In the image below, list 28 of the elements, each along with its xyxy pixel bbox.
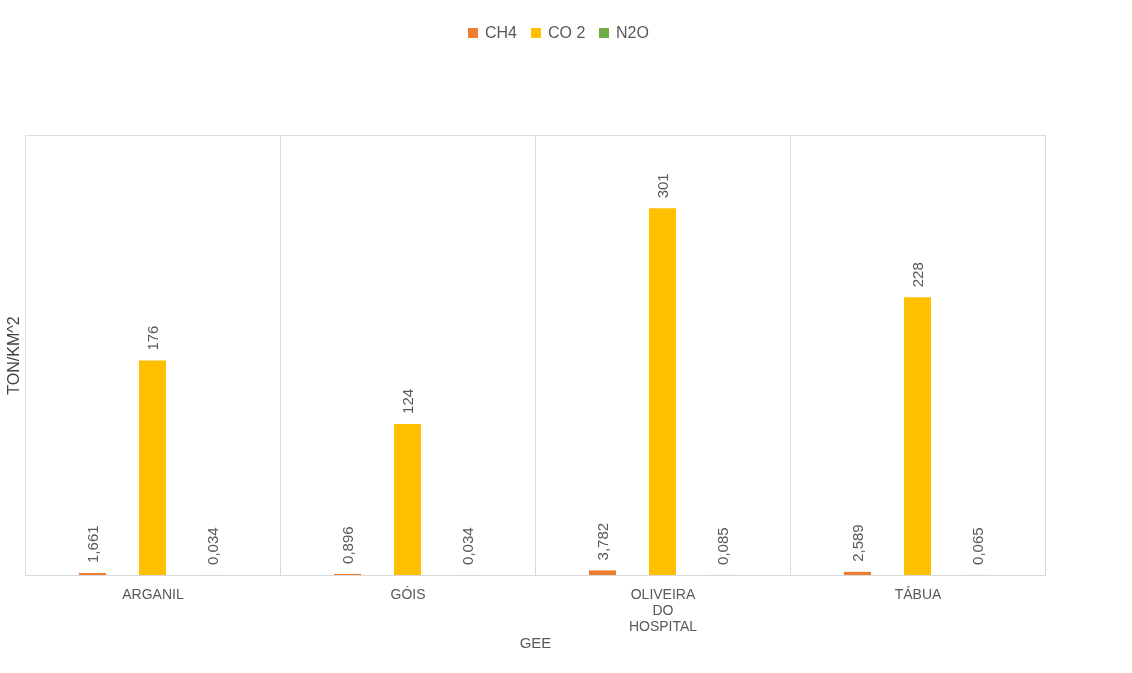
- x-tick-label: GÓIS: [390, 585, 426, 602]
- data-label: 228: [908, 262, 926, 288]
- data-label: 176: [143, 325, 161, 351]
- bar: [139, 360, 166, 575]
- x-tick-label: ARGANIL: [122, 585, 184, 602]
- bar: [904, 297, 931, 575]
- data-label: 0,034: [458, 527, 476, 565]
- data-label: 1,661: [83, 525, 101, 563]
- bar: [79, 572, 106, 575]
- bar: [649, 208, 676, 575]
- legend-label: N2O: [616, 24, 649, 41]
- x-tick-label: OLIVEIRA DO HOSPITAL: [628, 585, 698, 634]
- legend-label: CH4: [485, 24, 518, 41]
- y-axis-title: TON/KM^2: [4, 316, 22, 395]
- data-label: 0,065: [968, 527, 986, 565]
- legend-label: CO 2: [548, 24, 586, 41]
- data-label: 2,589: [848, 524, 866, 562]
- x-tick-label: TÁBUA: [894, 585, 942, 602]
- data-label: 0,085: [713, 527, 731, 565]
- bar: [394, 423, 421, 575]
- data-label: 301: [653, 173, 671, 199]
- x-axis-title: GEE: [519, 633, 552, 651]
- bar: [844, 571, 871, 575]
- data-label: 0,896: [338, 526, 356, 564]
- data-label: 3,782: [593, 522, 611, 561]
- bar: [589, 570, 616, 575]
- data-label: 124: [398, 388, 416, 414]
- data-label: 0,034: [203, 527, 221, 565]
